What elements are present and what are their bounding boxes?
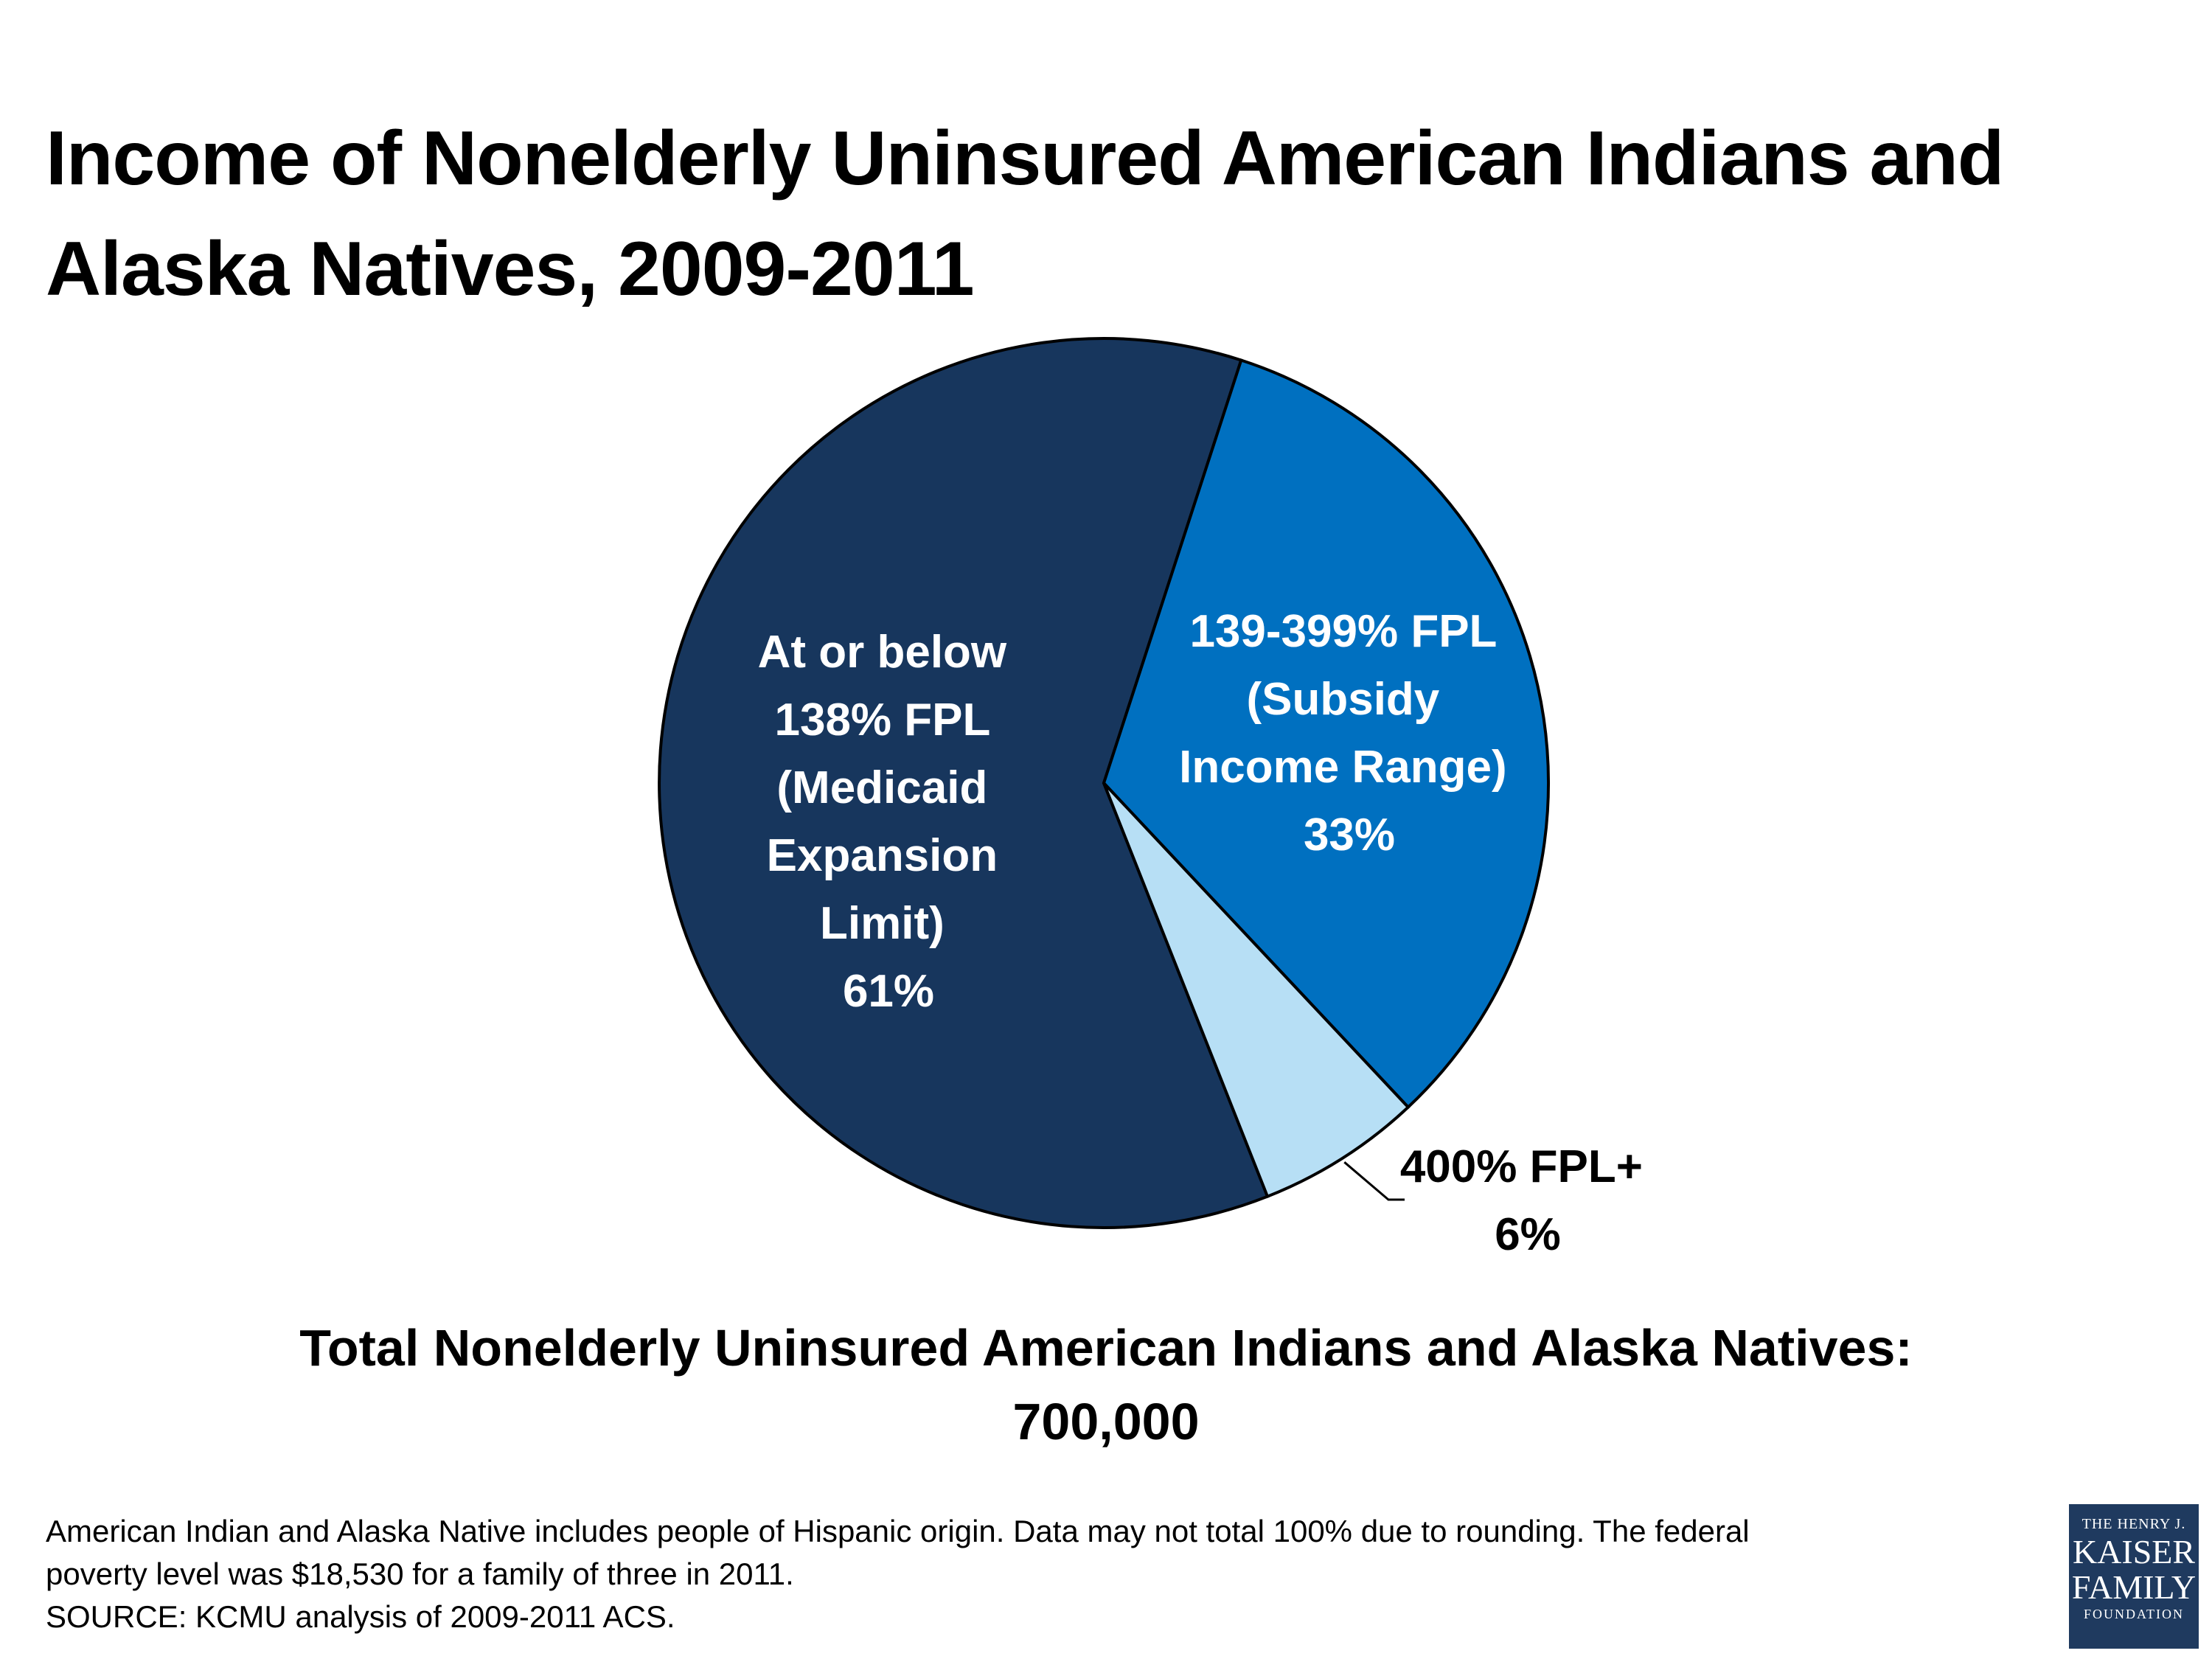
footnote: American Indian and Alaska Native includ…	[46, 1510, 2037, 1638]
pie-slice-subsidy-range	[1102, 358, 1550, 1110]
logo-line-4: FOUNDATION	[2084, 1607, 2184, 1621]
pie-slice-400-fpl-plus	[1102, 782, 1411, 1199]
pie-slice-medicaid-expansion	[658, 337, 1270, 1230]
chart-title-line-1: Income of Nonelderly Uninsured American …	[46, 116, 2004, 201]
slice-label-line: Expansion	[767, 830, 998, 881]
slice-label-line: 400% FPL+	[1400, 1141, 1643, 1192]
slice-label-line: At or below	[758, 627, 1007, 678]
footnote-line-1: American Indian and Alaska Native includ…	[46, 1514, 1750, 1548]
slice-label-400-fpl-plus: 400% FPL+ 6%	[1400, 1141, 1655, 1260]
leader-line	[1343, 1161, 1405, 1201]
slice-label-line: Income Range)	[1179, 742, 1506, 793]
slice-label-line: 139-399% FPL	[1189, 606, 1496, 657]
chart-title-line-2: Alaska Natives, 2009-2011	[46, 226, 975, 312]
total-label: Total Nonelderly Uninsured American Indi…	[299, 1319, 1913, 1377]
kaiser-family-foundation-logo: THE HENRY J. KAISER FAMILY FOUNDATION	[2069, 1504, 2199, 1649]
footnote-line-2: poverty level was $18,530 for a family o…	[46, 1557, 794, 1591]
logo-line-3: FAMILY	[2071, 1568, 2197, 1606]
logo-line-1: THE HENRY J.	[2081, 1516, 2186, 1532]
slice-label-medicaid-expansion: At or below 138% FPL (Medicaid Expansion…	[758, 627, 1020, 1017]
slice-label-line: 138% FPL	[774, 695, 990, 745]
source-note: SOURCE: KCMU analysis of 2009-2011 ACS.	[46, 1599, 675, 1634]
slice-label-value: 33%	[1304, 810, 1395, 860]
slice-label-subsidy-range: 139-399% FPL (Subsidy Income Range) 33%	[1179, 606, 1520, 860]
logo-line-2: KAISER	[2072, 1533, 2196, 1571]
total-count: Total Nonelderly Uninsured American Indi…	[0, 1311, 2212, 1458]
slice-label-line: (Medicaid	[776, 762, 987, 813]
slice-label-line: (Subsidy	[1246, 674, 1439, 725]
chart-title: Income of Nonelderly Uninsured American …	[46, 103, 2154, 324]
slice-label-value: 6%	[1495, 1209, 1561, 1260]
total-value: 700,000	[1012, 1393, 1200, 1450]
slice-label-value: 61%	[843, 966, 934, 1017]
slice-label-line: Limit)	[820, 898, 945, 949]
